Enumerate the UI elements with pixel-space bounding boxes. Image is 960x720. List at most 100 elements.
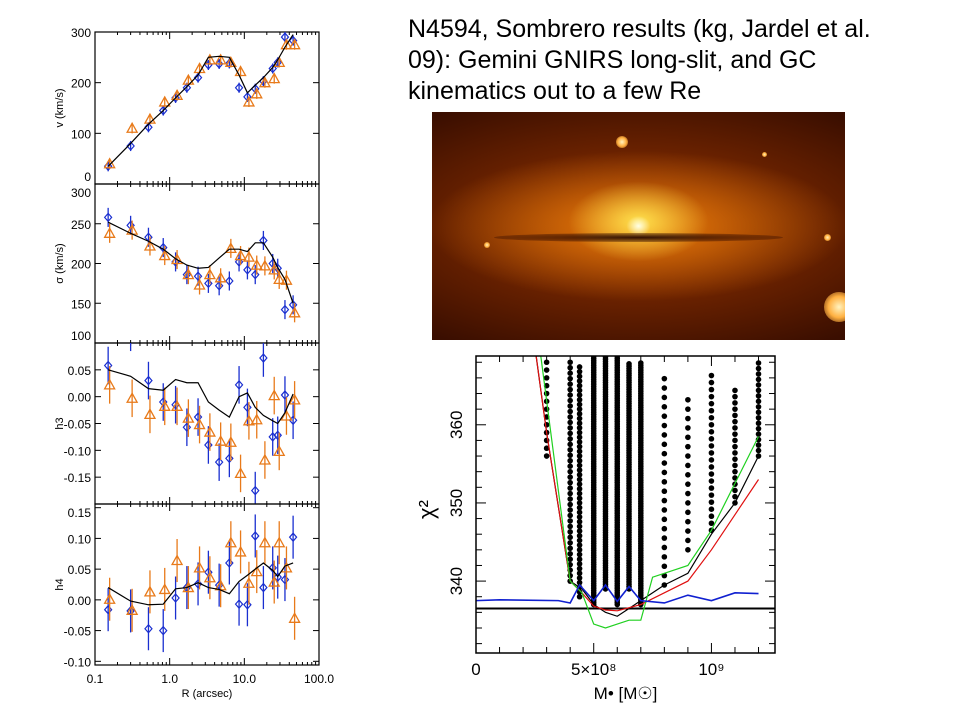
model-dot bbox=[602, 459, 609, 466]
model-dot bbox=[626, 379, 632, 386]
model-dot bbox=[626, 511, 632, 517]
y-tick-label: 150 bbox=[71, 297, 91, 311]
data-point-jardel bbox=[273, 56, 286, 68]
model-dot bbox=[626, 417, 632, 423]
curve-blue bbox=[476, 583, 759, 604]
model-dot bbox=[661, 441, 668, 448]
model-dot bbox=[638, 407, 644, 413]
model-dot bbox=[590, 587, 597, 594]
model-dot bbox=[638, 493, 644, 500]
model-dot bbox=[602, 522, 609, 529]
star bbox=[824, 234, 831, 241]
model-dot bbox=[602, 471, 609, 477]
model-dot bbox=[590, 463, 597, 470]
model-dot bbox=[602, 534, 609, 541]
data-point-kg bbox=[214, 457, 224, 468]
data-point-kg bbox=[144, 375, 153, 386]
star bbox=[762, 152, 767, 157]
y-tick-label: -0.10 bbox=[64, 444, 92, 458]
data-point-jardel bbox=[158, 249, 171, 261]
model-dot bbox=[626, 548, 632, 555]
model-dot bbox=[626, 494, 632, 501]
model-dot bbox=[755, 404, 762, 410]
model-dot bbox=[614, 446, 621, 453]
data-point-kg bbox=[171, 256, 180, 267]
data-point-kg bbox=[250, 531, 260, 541]
model-dot bbox=[755, 360, 762, 366]
data-point-kg bbox=[204, 278, 213, 289]
model-dot bbox=[567, 529, 573, 535]
model-dot bbox=[576, 509, 583, 516]
model-dot bbox=[590, 456, 597, 462]
model-dot bbox=[614, 397, 621, 404]
model-dot bbox=[590, 407, 597, 413]
model-dot bbox=[614, 484, 621, 491]
model-dot bbox=[602, 386, 609, 393]
model-dot bbox=[590, 374, 597, 380]
model-dot bbox=[567, 490, 573, 497]
model-dot bbox=[567, 474, 573, 480]
model-dot bbox=[732, 393, 738, 400]
model-dot bbox=[590, 465, 597, 472]
data-point-kg bbox=[273, 572, 283, 583]
model-dot bbox=[638, 386, 644, 392]
data-point-kg bbox=[259, 76, 268, 87]
model-dot bbox=[567, 370, 573, 376]
model-dot bbox=[590, 432, 597, 439]
model-dot bbox=[638, 531, 644, 537]
model-dot bbox=[602, 358, 609, 365]
model-line bbox=[107, 34, 294, 167]
model-dot bbox=[732, 418, 738, 425]
data-point-kg bbox=[225, 453, 234, 464]
model-dot bbox=[685, 415, 691, 422]
model-dot bbox=[602, 494, 609, 501]
model-dot bbox=[590, 543, 597, 549]
model-dot bbox=[602, 417, 609, 423]
model-dot bbox=[626, 543, 632, 550]
model-dot bbox=[590, 585, 597, 591]
model-dot bbox=[626, 466, 632, 473]
model-dot bbox=[685, 434, 691, 441]
chi-frame bbox=[475, 355, 776, 654]
model-dot bbox=[567, 523, 573, 530]
model-dot bbox=[543, 414, 550, 420]
model-dot bbox=[755, 447, 762, 454]
model-dot bbox=[576, 382, 583, 389]
model-dot bbox=[590, 411, 597, 418]
model-dot bbox=[638, 475, 644, 481]
model-dot bbox=[638, 505, 644, 512]
model-dot bbox=[590, 489, 597, 495]
model-dot bbox=[590, 503, 597, 509]
model-dot bbox=[708, 436, 715, 442]
model-dot bbox=[638, 472, 644, 479]
model-dot bbox=[685, 547, 691, 553]
model-dot bbox=[576, 429, 583, 436]
model-dot bbox=[602, 487, 609, 494]
model-dot bbox=[614, 367, 621, 373]
model-dot bbox=[661, 385, 668, 391]
panel-frame bbox=[94, 503, 320, 666]
model-dot bbox=[602, 464, 609, 470]
model-dot bbox=[661, 572, 668, 579]
model-dot bbox=[590, 414, 597, 420]
data-point-kg bbox=[234, 82, 244, 93]
model-dot bbox=[638, 587, 644, 594]
model-dot bbox=[602, 429, 609, 435]
model-dot bbox=[602, 508, 609, 515]
model-dot bbox=[590, 388, 597, 394]
model-dot bbox=[626, 377, 632, 384]
model-dot bbox=[602, 370, 609, 376]
model-dot bbox=[638, 367, 644, 373]
model-dot bbox=[602, 539, 609, 545]
model-dot bbox=[626, 454, 632, 461]
model-dot bbox=[602, 410, 609, 416]
x-tick-label: 10⁹ bbox=[698, 660, 724, 679]
model-dot bbox=[638, 594, 644, 601]
model-dot bbox=[602, 368, 609, 374]
model-dot bbox=[685, 537, 691, 544]
model-dot bbox=[626, 567, 632, 573]
model-dot bbox=[614, 407, 621, 413]
model-dot bbox=[602, 391, 609, 398]
model-dot bbox=[602, 393, 609, 400]
model-dot bbox=[614, 458, 621, 465]
